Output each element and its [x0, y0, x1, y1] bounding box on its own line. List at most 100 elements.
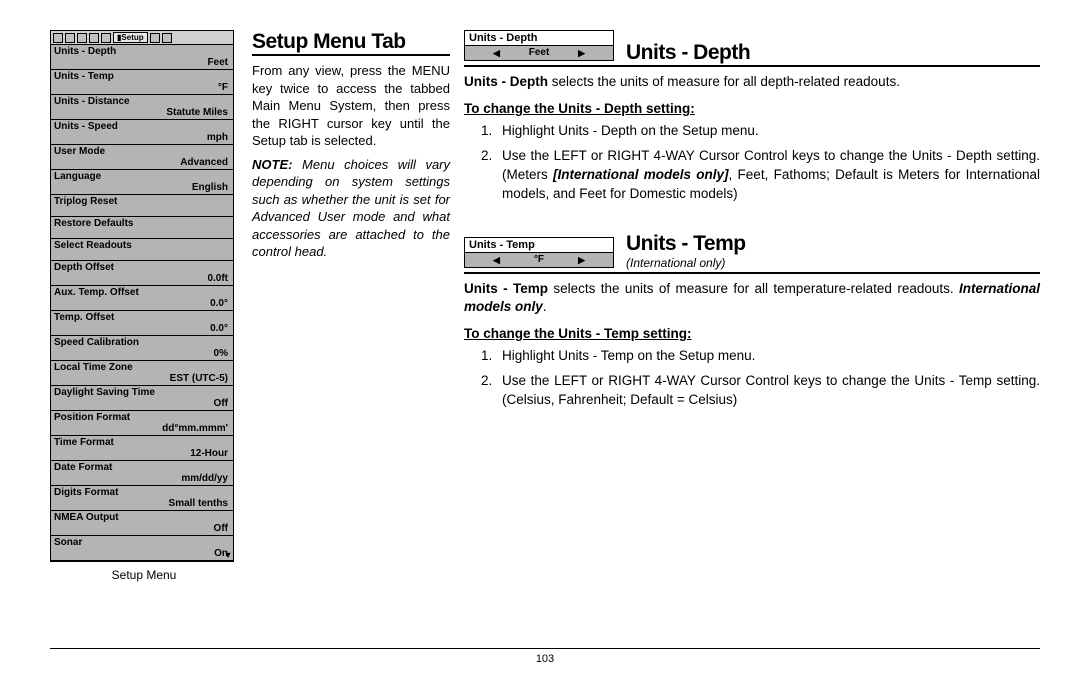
- menu-row-label: Speed Calibration: [54, 337, 139, 348]
- step-item: Use the LEFT or RIGHT 4-WAY Cursor Contr…: [496, 147, 1040, 204]
- scroll-down-icon: ▼: [223, 550, 233, 560]
- menu-row: Position Formatdd°mm.mmm': [51, 411, 233, 436]
- menu-row: NMEA OutputOff: [51, 511, 233, 536]
- active-tab: ▮Setup: [113, 32, 148, 43]
- menu-row-value: EST (UTC-5): [54, 373, 230, 384]
- menu-row-label: Select Readouts: [54, 240, 132, 251]
- middle-column: Setup Menu Tab From any view, press the …: [252, 30, 450, 640]
- section-heading: Units - Temp: [626, 232, 1040, 256]
- menu-row-value: Small tenths: [54, 498, 230, 509]
- tab-icon: [89, 33, 99, 43]
- menu-row-label: Sonar: [54, 537, 82, 548]
- menu-row-value: Advanced: [54, 157, 230, 168]
- heading-row: Units - Depth◀Feet▶Units - Depth: [464, 30, 1040, 67]
- section-intro: Units - Depth selects the units of measu…: [464, 73, 1040, 91]
- note-paragraph: NOTE: Menu choices will vary depending o…: [252, 156, 450, 261]
- step-item: Highlight Units - Depth on the Setup men…: [496, 122, 1040, 141]
- menu-row: Date Formatmm/dd/yy: [51, 461, 233, 486]
- step-item: Use the LEFT or RIGHT 4-WAY Cursor Contr…: [496, 372, 1040, 410]
- menu-row: Triplog Reset: [51, 195, 233, 217]
- menu-row: LanguageEnglish: [51, 170, 233, 195]
- menu-row: Speed Calibration0%: [51, 336, 233, 361]
- menu-row-value: Statute Miles: [54, 107, 230, 118]
- menu-row-label: Position Format: [54, 412, 130, 423]
- step-list: Highlight Units - Temp on the Setup menu…: [496, 347, 1040, 410]
- device-column: ▮Setup Units - DepthFeetUnits - Temp°FUn…: [50, 30, 238, 640]
- menu-row: User ModeAdvanced: [51, 145, 233, 170]
- menu-row-value: mm/dd/yy: [54, 473, 230, 484]
- menu-row-value: mph: [54, 132, 230, 143]
- menu-row: Temp. Offset0.0°: [51, 311, 233, 336]
- menu-row-value: 12-Hour: [54, 448, 230, 459]
- device-caption: Setup Menu: [50, 568, 238, 582]
- menu-row-label: Aux. Temp. Offset: [54, 287, 139, 298]
- section-intro: Units - Temp selects the units of measur…: [464, 280, 1040, 316]
- device-menu-list: Units - DepthFeetUnits - Temp°FUnits - D…: [51, 45, 233, 561]
- intro-paragraph: From any view, press the MENU key twice …: [252, 62, 450, 150]
- menu-row: Units - DistanceStatute Miles: [51, 95, 233, 120]
- menu-row-label: Date Format: [54, 462, 112, 473]
- tab-icon: [77, 33, 87, 43]
- right-arrow-icon: ▶: [578, 253, 585, 267]
- menu-row: Time Format12-Hour: [51, 436, 233, 461]
- menu-row-label: Time Format: [54, 437, 114, 448]
- menu-row: Daylight Saving TimeOff: [51, 386, 233, 411]
- step-list: Highlight Units - Depth on the Setup men…: [496, 122, 1040, 204]
- menu-row: Units - DepthFeet: [51, 45, 233, 70]
- widget-title: Units - Depth: [465, 31, 613, 46]
- menu-row-label: Daylight Saving Time: [54, 387, 155, 398]
- widget-title: Units - Temp: [465, 238, 613, 253]
- menu-row-value: English: [54, 182, 230, 193]
- tab-icon: [162, 33, 172, 43]
- menu-row: Restore Defaults: [51, 217, 233, 239]
- page-layout: ▮Setup Units - DepthFeetUnits - Temp°FUn…: [50, 30, 1040, 640]
- menu-row-value: 0%: [54, 348, 230, 359]
- tab-icon: [101, 33, 111, 43]
- menu-row-value: Feet: [54, 57, 230, 68]
- menu-row: Units - Temp°F: [51, 70, 233, 95]
- setting-widget: Units - Temp◀°F▶: [464, 237, 614, 268]
- page-number: 103: [50, 653, 1040, 665]
- section-heading: Units - Depth: [626, 41, 1040, 65]
- menu-row-value: 0.0ft: [54, 273, 230, 284]
- instruction-heading: To change the Units - Temp setting:: [464, 326, 1040, 341]
- menu-row-label: Depth Offset: [54, 262, 114, 273]
- menu-row-label: Restore Defaults: [54, 218, 133, 229]
- widget-body: ◀°F▶: [465, 253, 613, 267]
- menu-row: Aux. Temp. Offset0.0°: [51, 286, 233, 311]
- section-title-setup: Setup Menu Tab: [252, 30, 450, 56]
- menu-row-value: Off: [54, 398, 230, 409]
- menu-row-label: User Mode: [54, 146, 105, 157]
- menu-row-value: On: [54, 548, 230, 559]
- menu-row-value: 0.0°: [54, 298, 230, 309]
- menu-row-label: Units - Distance: [54, 96, 130, 107]
- menu-row-label: Units - Temp: [54, 71, 114, 82]
- heading-note: (International only): [626, 256, 1040, 270]
- menu-row: Digits FormatSmall tenths: [51, 486, 233, 511]
- step-item: Highlight Units - Temp on the Setup menu…: [496, 347, 1040, 366]
- right-column: Units - Depth◀Feet▶Units - DepthUnits - …: [464, 30, 1040, 640]
- heading-row: Units - Temp◀°F▶Units - Temp(Internation…: [464, 232, 1040, 274]
- widget-value: Feet: [529, 47, 550, 58]
- section-block: Units - Temp◀°F▶Units - Temp(Internation…: [464, 232, 1040, 410]
- menu-row: Units - Speedmph: [51, 120, 233, 145]
- tab-icon: [53, 33, 63, 43]
- menu-row-label: Digits Format: [54, 487, 118, 498]
- menu-row-label: Units - Depth: [54, 46, 116, 57]
- widget-body: ◀Feet▶: [465, 46, 613, 60]
- section-block: Units - Depth◀Feet▶Units - DepthUnits - …: [464, 30, 1040, 204]
- menu-row: Select Readouts: [51, 239, 233, 261]
- tab-icon: [150, 33, 160, 43]
- menu-row-label: NMEA Output: [54, 512, 119, 523]
- setting-widget: Units - Depth◀Feet▶: [464, 30, 614, 61]
- menu-row-label: Local Time Zone: [54, 362, 133, 373]
- menu-row-label: Triplog Reset: [54, 196, 117, 207]
- right-arrow-icon: ▶: [578, 46, 585, 60]
- menu-row-value: dd°mm.mmm': [54, 423, 230, 434]
- instruction-heading: To change the Units - Depth setting:: [464, 101, 1040, 116]
- menu-row: Depth Offset0.0ft: [51, 261, 233, 286]
- menu-row-label: Temp. Offset: [54, 312, 114, 323]
- menu-row: Local Time ZoneEST (UTC-5): [51, 361, 233, 386]
- menu-row-value: °F: [54, 82, 230, 93]
- widget-value: °F: [534, 254, 544, 265]
